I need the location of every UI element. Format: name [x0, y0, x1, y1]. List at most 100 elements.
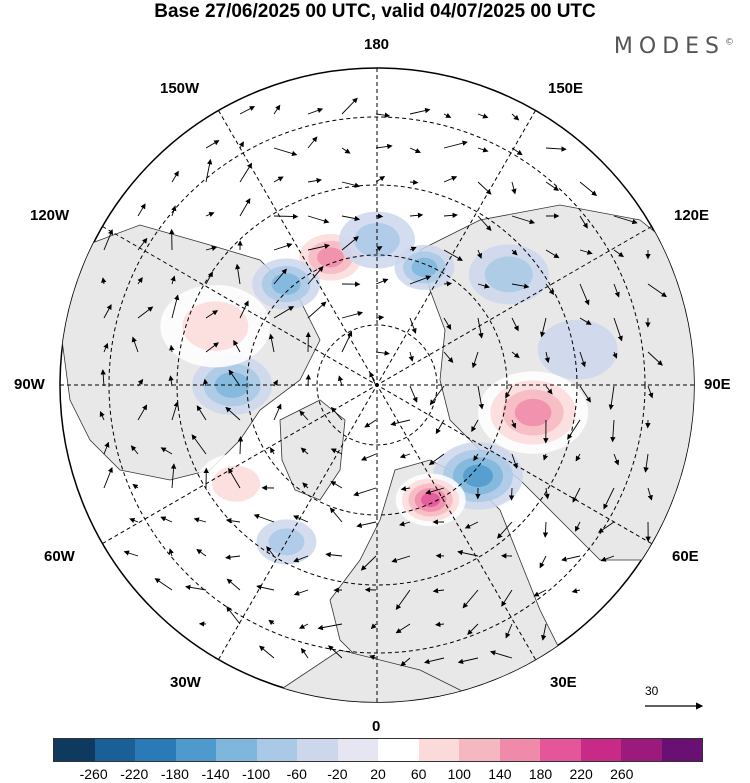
wind-vector [505, 623, 513, 639]
wind-vector [196, 549, 207, 557]
wind-vector [205, 158, 213, 183]
wind-vector [307, 215, 330, 224]
wind-vector [160, 516, 173, 523]
map-title: Base 27/06/2025 00 UTC, valid 04/07/2025… [154, 1, 596, 22]
wind-vector [337, 375, 344, 387]
colorbar-tick: 100 [447, 766, 471, 782]
wind-vector [273, 147, 298, 157]
wind-vector [505, 385, 513, 399]
lon-label-90e: 90E [704, 376, 731, 393]
wind-vector [613, 317, 623, 342]
anomaly-contour [212, 465, 261, 502]
anomaly-contour [317, 247, 344, 268]
wind-vector [205, 211, 215, 217]
wind-vector [391, 555, 411, 563]
colorbar-swatch [499, 739, 540, 761]
lon-label-30e: 30E [550, 674, 577, 691]
anomaly-contour [421, 492, 441, 508]
wind-vector [511, 351, 520, 359]
wind-vector [103, 304, 112, 319]
wind-vector [544, 487, 550, 500]
anomaly-contour [214, 372, 250, 398]
wind-vector [608, 385, 615, 411]
colorbar-swatch [378, 739, 419, 761]
wind-vector [464, 521, 479, 529]
wind-vector [370, 623, 377, 630]
wind-vector [137, 378, 144, 387]
wind-vector [575, 521, 581, 532]
wind-vector [579, 181, 597, 196]
wind-vector [579, 351, 586, 368]
colorbar-tick: 260 [610, 766, 634, 782]
wind-vector [643, 453, 649, 473]
lon-label-180: 180 [364, 36, 390, 53]
wind-vector [170, 275, 176, 285]
wind-vector [103, 342, 109, 353]
wind-vector [647, 351, 663, 366]
wind-vector [272, 379, 278, 387]
anomaly-contour [514, 398, 552, 427]
wind-vector [613, 283, 620, 298]
wind-vector [205, 342, 219, 353]
wind-vector [612, 351, 618, 359]
wind-vector [395, 623, 411, 634]
anomaly-contour [354, 222, 400, 258]
wind-vector [226, 578, 241, 591]
wind-vector [409, 147, 421, 154]
wind-vector [375, 350, 390, 356]
wind-vector [567, 419, 581, 440]
wind-vector [129, 517, 139, 523]
wind-vector [307, 301, 327, 319]
lon-label-120e: 120E [674, 207, 710, 224]
wind-vector [473, 453, 479, 462]
lon-label-120w: 120W [30, 207, 70, 224]
wind-vector [471, 419, 479, 433]
colorbar-swatch [135, 739, 176, 761]
wind-vector [409, 275, 432, 285]
wind-vector [647, 385, 654, 399]
wind-vector [341, 311, 364, 319]
wind-vector [169, 344, 175, 353]
colorbar-tick: 60 [410, 766, 427, 782]
colorbar-swatch [94, 739, 135, 761]
colorbar-swatch [54, 739, 95, 761]
wind-vector [395, 589, 411, 610]
wind-vector [477, 385, 484, 410]
wind-vector [443, 212, 458, 219]
wind-vector [369, 654, 377, 660]
wind-vector [533, 589, 547, 597]
wind-vector [545, 385, 553, 395]
wind-vector [572, 487, 581, 503]
colorbar-swatch [540, 739, 581, 761]
colorbar-tick: -180 [160, 766, 189, 782]
wind-vector [579, 283, 590, 306]
wind-vector [273, 268, 287, 285]
wind-vector [477, 113, 489, 119]
wind-vector [600, 555, 615, 562]
wind-vector [477, 283, 490, 289]
wind-vector [225, 518, 241, 524]
wind-vector [205, 271, 213, 285]
wind-vector [443, 112, 452, 118]
wind-vector [307, 136, 318, 149]
wind-vector [341, 215, 361, 222]
wind-vector [400, 657, 411, 667]
lon-label-60e: 60E [672, 548, 699, 565]
wind-vector [225, 554, 241, 560]
colorbar-tick: 220 [569, 766, 593, 782]
wind-vector [353, 487, 377, 497]
colorbar-tick: -260 [79, 766, 108, 782]
wind-vector [259, 645, 275, 659]
wind-vector [545, 249, 560, 259]
wind-vector [273, 403, 282, 421]
wind-vector [225, 406, 241, 421]
wind-vector [168, 548, 174, 557]
anomaly-contour [223, 158, 304, 219]
wind-vector [497, 521, 513, 539]
wind-vector [293, 555, 309, 563]
wind-vector [501, 589, 513, 607]
wind-vector [103, 466, 113, 489]
wind-vector [545, 181, 560, 191]
wind-vector [228, 369, 241, 387]
wind-vector [443, 281, 453, 287]
